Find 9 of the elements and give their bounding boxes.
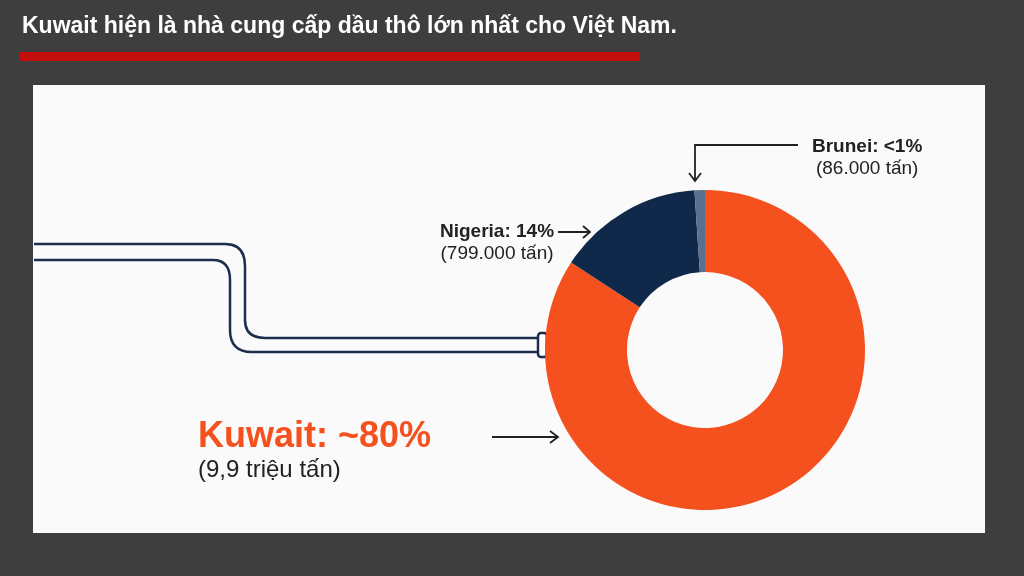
- slice-label: Kuwait: ~80%: [198, 414, 432, 456]
- donut-slice: [694, 190, 705, 273]
- chart-title: Kuwait hiện là nhà cung cấp dầu thô lớn nhất cho Việt Nam.: [22, 12, 677, 39]
- donut-slice: [571, 190, 700, 308]
- text: (799.000 tấn): [440, 241, 554, 263]
- slice-label: Nigeria: 14%: [440, 220, 555, 242]
- text: (86.000 tấn): [815, 156, 919, 178]
- text: (9,9 triệu tấn): [198, 455, 341, 483]
- slice-label: Brunei: <1%: [812, 135, 923, 157]
